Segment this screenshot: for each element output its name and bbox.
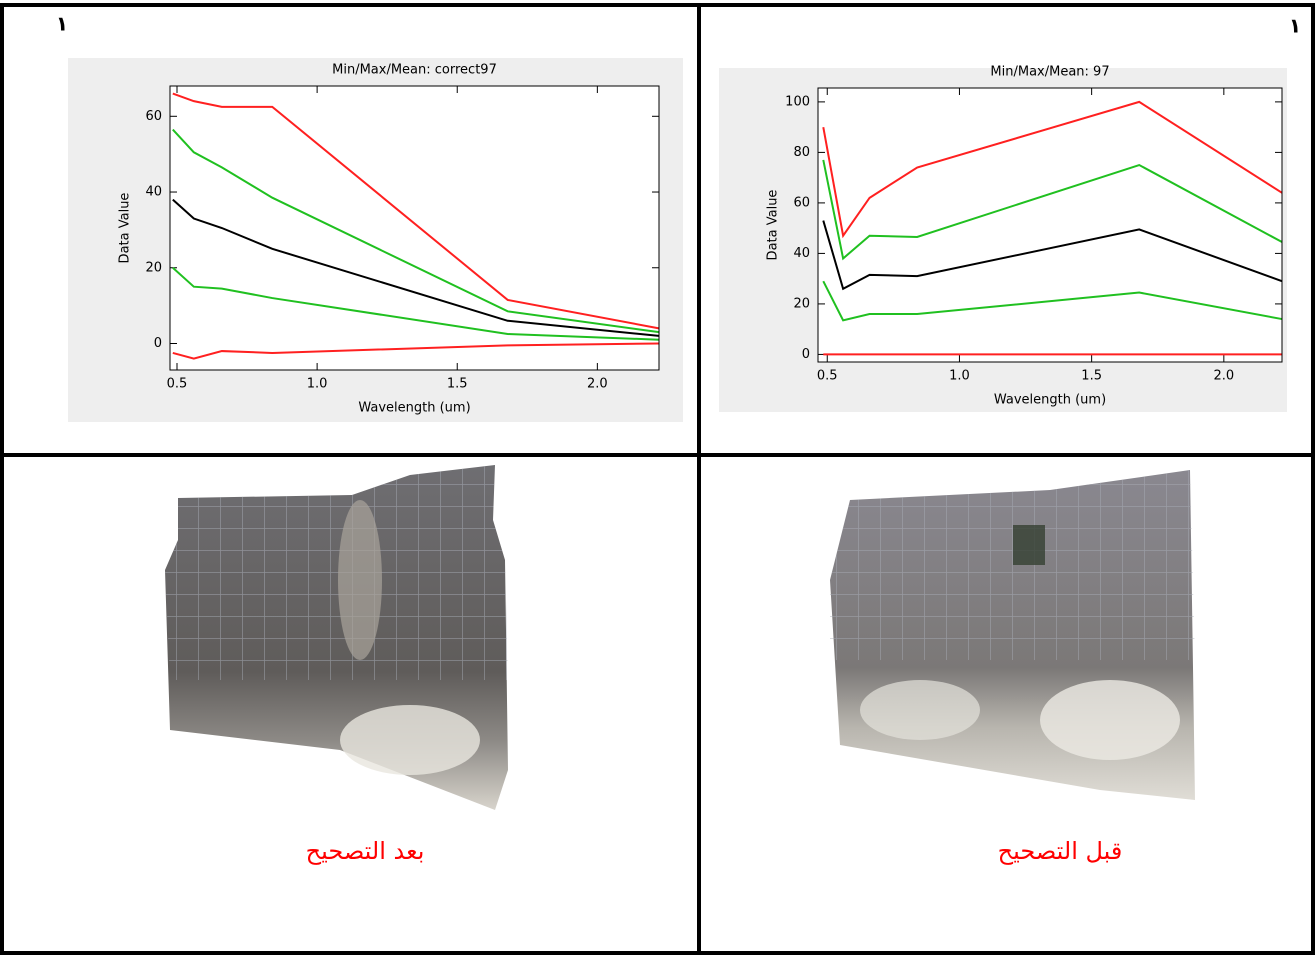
y-tick-label: 100 bbox=[785, 94, 810, 109]
corner-label: ١ bbox=[56, 12, 68, 36]
chart: Min/Max/Mean: 97 Wavelength (um) Data Valu… bbox=[719, 65, 1287, 413]
y-axis-label: Data Value bbox=[118, 193, 133, 264]
x-tick-label: 2.0 bbox=[1213, 369, 1234, 384]
caption: بعد التصحيح bbox=[306, 837, 425, 865]
caption: قبل التصحيح bbox=[998, 837, 1123, 865]
x-tick-label: 1.0 bbox=[949, 369, 970, 384]
x-axis-label: Wavelength (um) bbox=[358, 401, 470, 416]
plot-area bbox=[170, 86, 659, 370]
y-tick-label: 0 bbox=[154, 336, 162, 351]
chart: Min/Max/Mean: correct97 Wavelength (um) Da… bbox=[68, 58, 683, 422]
x-tick-label: 1.0 bbox=[307, 377, 328, 392]
y-tick-label: 60 bbox=[793, 195, 810, 210]
image-before bbox=[830, 470, 1195, 800]
x-tick-label: 0.5 bbox=[817, 369, 838, 384]
page: ١ ١ بعد التصحيح قبل التصحيح Min/Max/Mean… bbox=[0, 0, 1315, 955]
chart-title: Min/Max/Mean: 97 bbox=[990, 65, 1109, 80]
y-tick-label: 0 bbox=[802, 347, 810, 362]
y-tick-label: 40 bbox=[145, 185, 162, 200]
y-tick-label: 20 bbox=[793, 296, 810, 311]
x-axis-label: Wavelength (um) bbox=[994, 393, 1106, 408]
image-after bbox=[165, 465, 508, 810]
chart-title: Min/Max/Mean: correct97 bbox=[332, 63, 497, 78]
x-tick-label: 1.5 bbox=[447, 377, 468, 392]
corner-label: ١ bbox=[1289, 14, 1301, 38]
x-tick-label: 2.0 bbox=[587, 377, 608, 392]
x-tick-label: 0.5 bbox=[167, 377, 188, 392]
y-tick-label: 20 bbox=[145, 260, 162, 275]
figure: ١ ١ بعد التصحيح قبل التصحيح Min/Max/Mean… bbox=[0, 0, 1315, 955]
y-tick-label: 60 bbox=[145, 109, 162, 124]
y-tick-label: 40 bbox=[793, 246, 810, 261]
y-axis-label: Data Value bbox=[766, 190, 781, 261]
y-tick-label: 80 bbox=[793, 145, 810, 160]
x-tick-label: 1.5 bbox=[1081, 369, 1102, 384]
